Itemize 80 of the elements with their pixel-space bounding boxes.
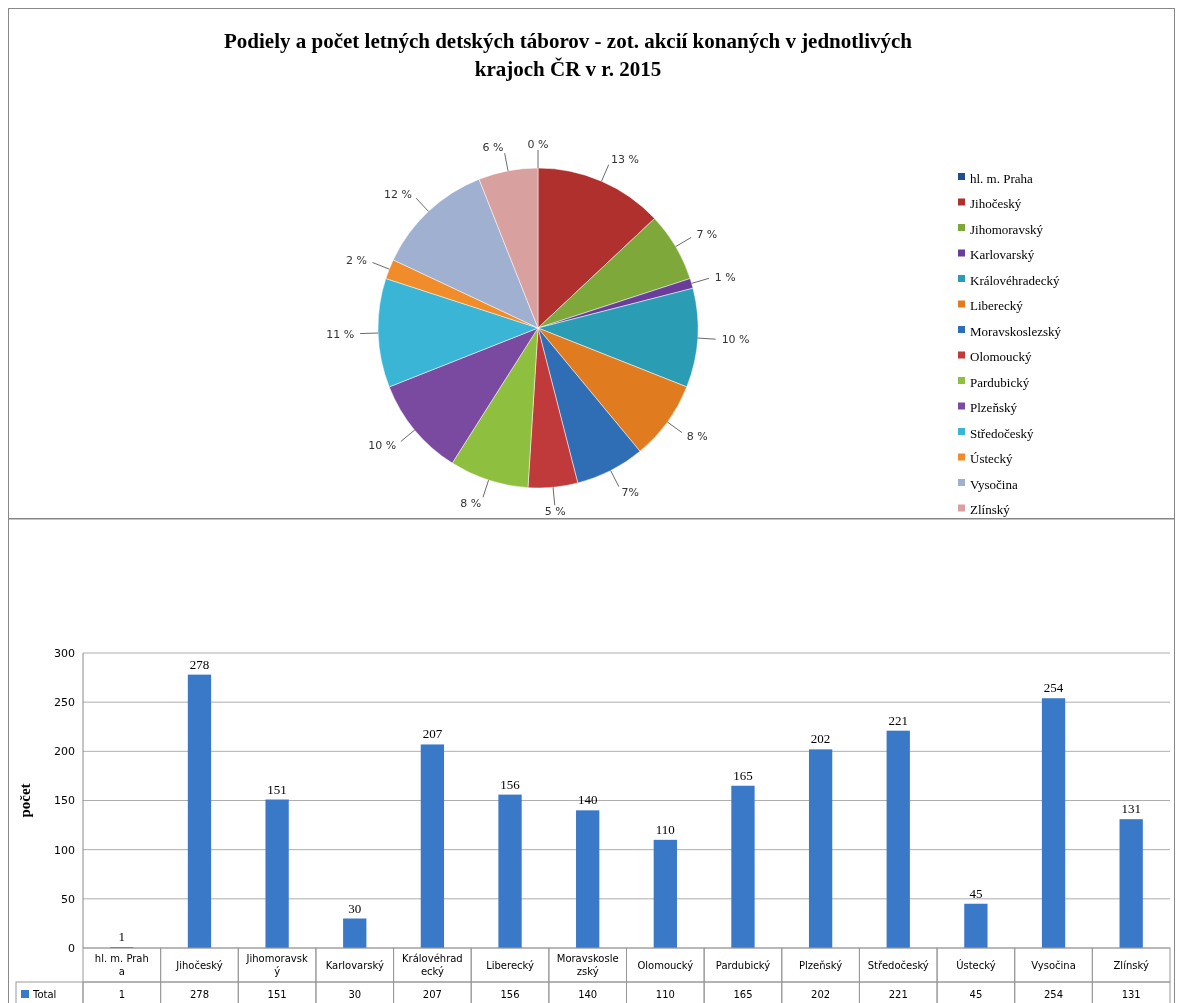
data-label: 156 xyxy=(500,988,520,1000)
text: 202 xyxy=(810,731,831,747)
data-label: 1 xyxy=(118,988,126,1000)
data-label: 131 xyxy=(1121,988,1141,1000)
x-tick-label: Středočeský xyxy=(867,959,929,971)
data-label: 8 % xyxy=(460,496,482,510)
text: 151 xyxy=(267,781,287,797)
data-label: 151 xyxy=(267,988,287,1000)
y-tick-label: 250 xyxy=(54,696,75,710)
legend-label: Plzeňský xyxy=(970,400,1018,416)
x-tick-label: Moravskoslezský xyxy=(556,953,619,977)
data-label: 7% xyxy=(621,485,639,499)
data-label: 30 xyxy=(348,988,362,1000)
x-tick-label: Olomoucký xyxy=(637,959,694,971)
data-label: 7 % xyxy=(696,228,718,242)
y-tick-label: 300 xyxy=(54,646,75,660)
legend-label: Total xyxy=(32,988,57,1000)
chart-title: Podiely a počet letných detských táborov - zot. akcií konaných v jednotlivých krajoch ČR v r. 2015 xyxy=(224,29,913,81)
data-label: 10 % xyxy=(368,439,397,453)
data-label: 5 % xyxy=(544,505,566,519)
data-label: 2 % xyxy=(345,254,367,268)
x-tick-label: Ústecký xyxy=(956,958,996,971)
data-label: 140 xyxy=(578,988,598,1000)
data-label: 254 xyxy=(1043,988,1064,1000)
y-tick-label: 50 xyxy=(61,892,75,906)
data-label: 8 % xyxy=(686,430,708,443)
x-tick-label: Karlovarský xyxy=(325,959,384,971)
text: 278 xyxy=(189,656,210,672)
legend-label: hl. m. Praha xyxy=(970,170,1034,186)
x-tick-label: Plzeňský xyxy=(799,959,843,971)
text: 30 xyxy=(348,900,362,916)
text: 221 xyxy=(888,712,908,728)
legend-label: Olomoucký xyxy=(970,349,1032,365)
legend-label: Ústecký xyxy=(970,451,1014,467)
x-tick-label: Jihočeský xyxy=(175,959,223,971)
legend-label: Vysočina xyxy=(970,476,1018,492)
text: 165 xyxy=(733,767,753,783)
text: 1 xyxy=(118,929,126,945)
legend-label: Zlínský xyxy=(970,502,1011,518)
y-tick-label: 150 xyxy=(54,794,75,808)
data-label: 207 xyxy=(422,988,442,1000)
data-label: 12 % xyxy=(384,187,413,201)
legend-label: Jihomoravský xyxy=(970,221,1044,237)
x-tick-label: Vysočina xyxy=(1031,959,1076,971)
x-tick-label: Pardubický xyxy=(715,959,771,971)
data-label: 11 % xyxy=(326,327,355,341)
data-label: 278 xyxy=(189,988,210,1000)
legend-label: Jihočeský xyxy=(970,196,1022,212)
text: 140 xyxy=(577,792,598,808)
text: 254 xyxy=(1043,680,1064,696)
x-tick-label: Zlínský xyxy=(1113,959,1149,971)
x-tick-label: Liberecký xyxy=(486,959,534,971)
text: 0 % xyxy=(527,137,549,151)
data-label: 13 % xyxy=(611,152,640,166)
text: 110 xyxy=(655,821,675,837)
text: 131 xyxy=(1121,801,1141,817)
text: 45 xyxy=(969,885,983,901)
legend-label: Liberecký xyxy=(970,298,1024,314)
y-axis-title: počet xyxy=(17,783,33,818)
text: 207 xyxy=(422,726,443,742)
legend-label: Pardubický xyxy=(970,374,1030,390)
data-label: 221 xyxy=(888,988,908,1000)
legend-label: Královéhradecký xyxy=(970,272,1061,288)
x-tick-label: Jihomoravský xyxy=(245,953,308,977)
text: 156 xyxy=(500,776,520,792)
legend-label: Karlovarský xyxy=(970,247,1035,263)
data-label: 45 xyxy=(969,988,983,1000)
x-tick-label: hl. m. Praha xyxy=(94,953,149,977)
y-tick-label: 100 xyxy=(54,843,75,857)
y-tick-label: 200 xyxy=(54,745,75,759)
data-label: 202 xyxy=(811,988,831,1000)
legend-label: Středočeský xyxy=(970,425,1035,441)
data-label: 10 % xyxy=(721,333,750,347)
legend-label: Moravskoslezský xyxy=(970,323,1062,339)
y-tick-label: 0 xyxy=(68,941,75,955)
data-label: 110 xyxy=(655,988,675,1000)
x-tick-label: Královéhradecký xyxy=(402,953,463,977)
data-label: 1 % xyxy=(714,270,736,284)
data-label: 165 xyxy=(733,988,753,1000)
data-label: 6 % xyxy=(482,141,504,155)
